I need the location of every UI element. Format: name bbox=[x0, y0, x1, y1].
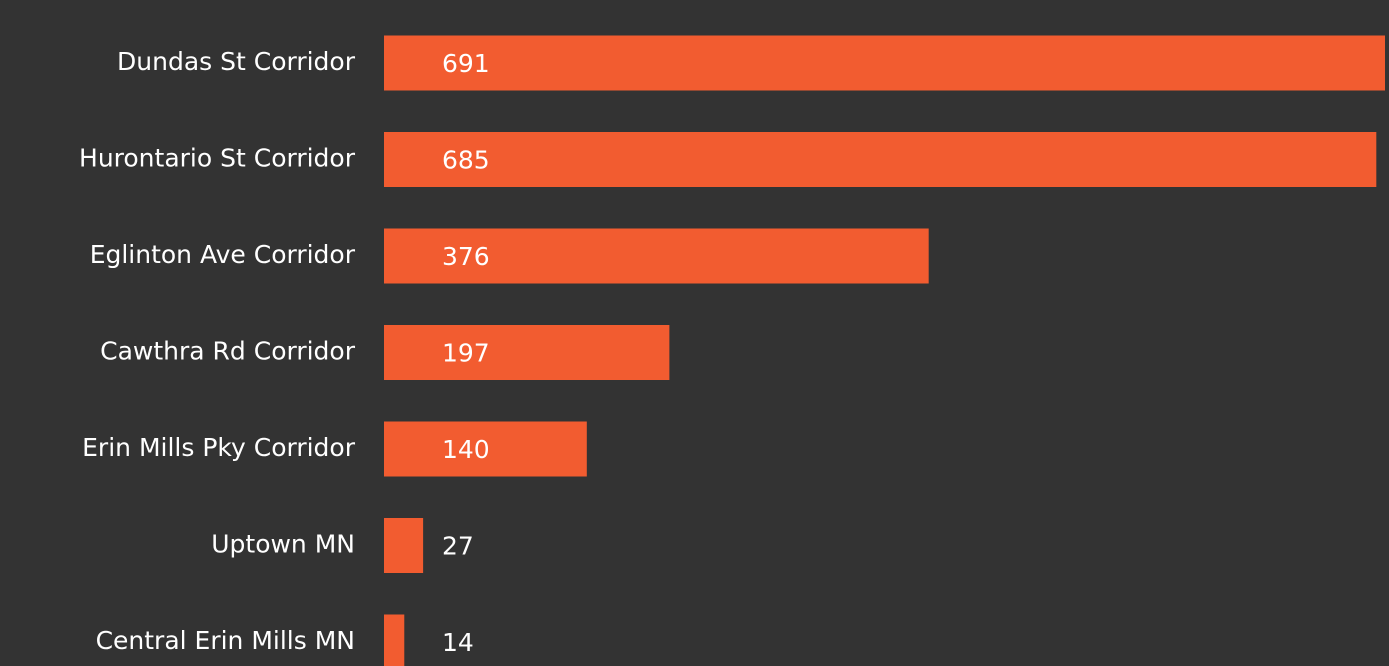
value-label: 27 bbox=[442, 532, 474, 561]
value-label: 140 bbox=[442, 435, 490, 464]
bar bbox=[384, 518, 424, 573]
bar bbox=[384, 228, 929, 284]
bar bbox=[384, 325, 670, 380]
value-label: 691 bbox=[442, 49, 490, 78]
category-label: Dundas St Corridor bbox=[117, 47, 356, 76]
value-label: 14 bbox=[442, 628, 474, 657]
bar bbox=[384, 421, 587, 477]
bar bbox=[384, 614, 405, 666]
category-label: Cawthra Rd Corridor bbox=[100, 337, 356, 366]
value-label: 197 bbox=[442, 339, 490, 368]
category-label: Hurontario St Corridor bbox=[79, 144, 356, 173]
value-label: 376 bbox=[442, 242, 490, 271]
bar bbox=[384, 132, 1377, 187]
category-label: Eglinton Ave Corridor bbox=[90, 240, 356, 269]
category-label: Central Erin Mills MN bbox=[96, 626, 355, 655]
bar bbox=[384, 35, 1385, 91]
category-label: Erin Mills Pky Corridor bbox=[82, 433, 356, 462]
category-label: Uptown MN bbox=[211, 530, 355, 559]
value-label: 685 bbox=[442, 146, 490, 175]
